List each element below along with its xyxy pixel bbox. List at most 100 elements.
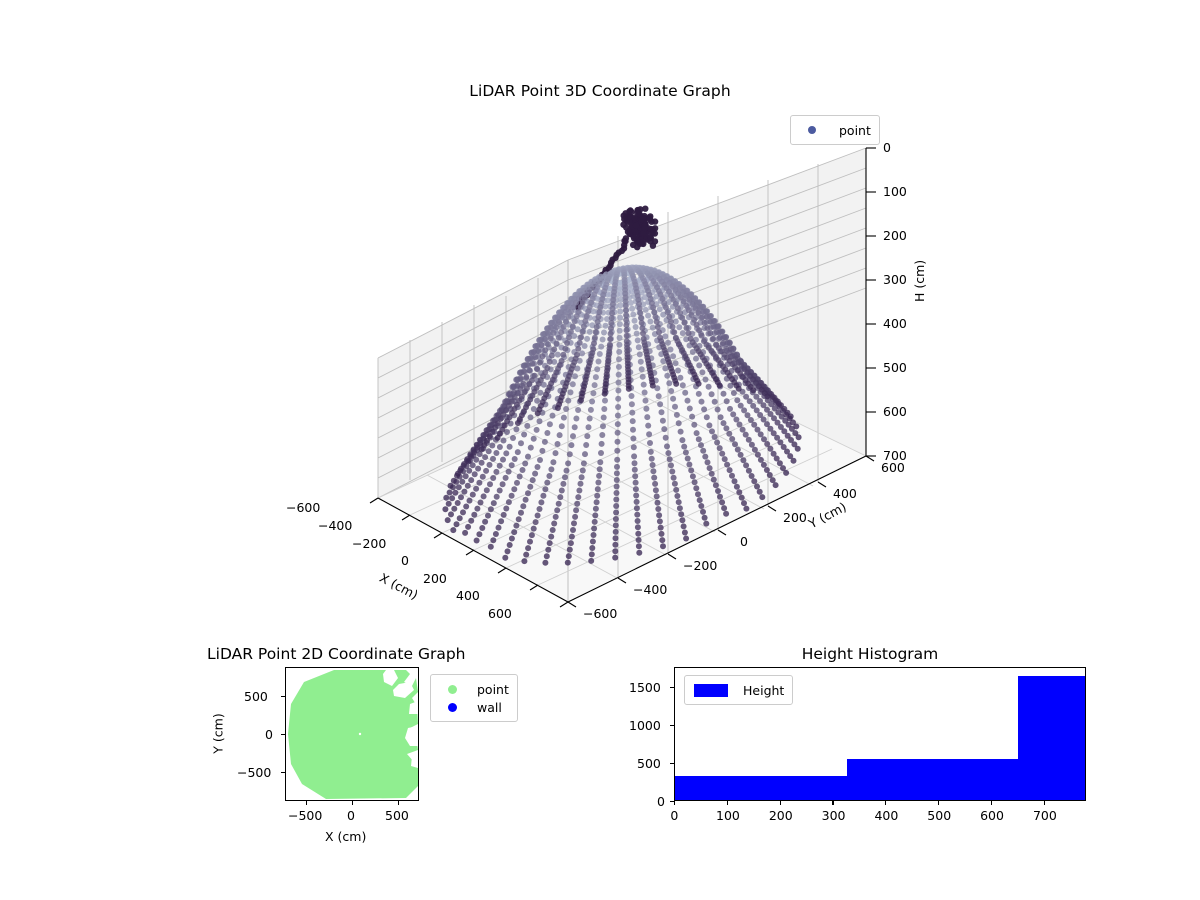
scatter3d-point — [683, 536, 689, 542]
scatter3d-point — [688, 467, 694, 473]
scatter3d-point — [653, 487, 659, 493]
scatter3d-point — [584, 336, 590, 342]
scatter3d-point — [647, 440, 653, 446]
scatter3d-point — [608, 325, 614, 331]
scatter3d-point — [616, 356, 622, 362]
scatter3d-point — [656, 329, 662, 335]
scatter3d-point — [631, 444, 637, 450]
scatter3d-point — [553, 514, 559, 520]
scatter3d-point — [704, 314, 710, 320]
scatter3d-point — [532, 354, 538, 360]
scatter3d-point — [693, 356, 699, 362]
scatter3d-point — [711, 477, 717, 483]
scatter2d-legend[interactable]: point wall — [430, 674, 518, 722]
scatter3d-point — [497, 444, 503, 450]
scatter3d-point — [539, 342, 545, 348]
scatter3d-point — [612, 555, 618, 561]
scatter3d-point — [593, 374, 599, 380]
scatter3d-point — [586, 424, 592, 430]
scatter3d-point — [595, 480, 601, 486]
scatter3d-point — [694, 430, 700, 436]
z-tick-label-4: 400 — [883, 316, 907, 331]
scatter3d-point — [580, 468, 586, 474]
legend-entry-point[interactable]: point — [799, 121, 871, 139]
scatter3d-point — [476, 480, 482, 486]
scatter3d-point — [645, 313, 651, 319]
scatter3d-point — [578, 481, 584, 487]
scatter3d-point — [676, 499, 682, 505]
scatter3d-point — [668, 462, 674, 468]
scatter3d-point — [522, 461, 528, 467]
scatter3d-point — [456, 484, 462, 490]
scatter3d-point — [465, 524, 471, 530]
scatter3d-point — [521, 368, 527, 374]
scatter3d-point — [442, 506, 448, 512]
scatter3d-point — [565, 560, 571, 566]
scatter3d-point — [515, 449, 521, 455]
scatter3d-point — [663, 435, 669, 441]
scatter3d-point — [460, 509, 466, 515]
scatter3d-point — [509, 493, 515, 499]
scatter3d-point — [633, 324, 639, 330]
scatter3d-point — [752, 447, 758, 453]
scatter3d-point — [599, 441, 605, 447]
scatter3d-point — [503, 506, 509, 512]
scatter3d-point — [615, 404, 621, 410]
scatter3d-point — [547, 421, 553, 427]
scatter3d-point — [573, 507, 579, 513]
scatter3d-point — [729, 436, 735, 442]
legend-entry-wall[interactable]: wall — [439, 698, 509, 716]
hist-ytick-1500 — [670, 687, 674, 688]
scatter2d-ytick-500 — [281, 696, 285, 697]
scatter3d-point — [474, 506, 480, 512]
histogram-legend[interactable]: Height — [684, 675, 793, 705]
scatter3d-point — [616, 349, 622, 355]
scatter3d-point — [730, 411, 736, 417]
scatter3d-point — [633, 480, 639, 486]
hist-xtick — [938, 801, 939, 805]
scatter3d-point — [558, 329, 564, 335]
scatter3d-point — [650, 468, 656, 474]
histogram-bar — [675, 776, 847, 801]
scatter3d-point — [559, 423, 565, 429]
scatter2d-axes[interactable] — [285, 667, 419, 801]
scatter3d-point — [632, 473, 638, 479]
scatter3d-point — [527, 539, 533, 545]
hist-ytick-1000 — [670, 725, 674, 726]
scatter3d-point — [727, 467, 733, 473]
scatter3d-legend[interactable]: point — [790, 115, 880, 145]
legend-entry-height[interactable]: Height — [693, 681, 784, 699]
scatter3d-point — [537, 457, 543, 463]
scatter3d-point — [458, 494, 464, 500]
scatter3d-point — [703, 521, 709, 527]
scatter3d-point — [679, 517, 685, 523]
scatter3d-point — [696, 436, 702, 442]
scatter3d-point — [507, 444, 513, 450]
scatter3d-point — [479, 460, 485, 466]
hist-xtick-label: 0 — [670, 808, 678, 823]
scatter3d-point — [618, 302, 624, 308]
scatter3d-point — [681, 320, 687, 326]
scatter3d-point — [645, 423, 651, 429]
hist-ytick-label-1: 500 — [637, 756, 661, 771]
scatter3d-point — [531, 526, 537, 532]
hist-xtick-label: 500 — [927, 808, 951, 823]
scatter3d-point — [776, 401, 782, 407]
scatter3d-point — [496, 525, 502, 531]
scatter3d-point — [734, 397, 740, 403]
point-marker-icon — [439, 685, 465, 694]
legend-entry-point-2d[interactable]: point — [439, 680, 509, 698]
hist-xtick-label: 100 — [716, 808, 740, 823]
scatter3d-point — [614, 457, 620, 463]
scatter3d-point — [463, 504, 469, 510]
scatter3d-point — [557, 494, 563, 500]
scatter3d-point — [635, 337, 641, 343]
scatter3d-point — [551, 521, 557, 527]
scatter3d-point — [493, 469, 499, 475]
scatter3d-point — [634, 499, 640, 505]
scatter3d-point — [706, 422, 712, 428]
scatter3d-point — [562, 346, 568, 352]
scatter3d-axes[interactable]: −600 −400 −200 0 200 400 600 −600 −400 −… — [300, 140, 920, 630]
scatter3d-point — [486, 448, 492, 454]
scatter3d-point — [655, 500, 661, 506]
